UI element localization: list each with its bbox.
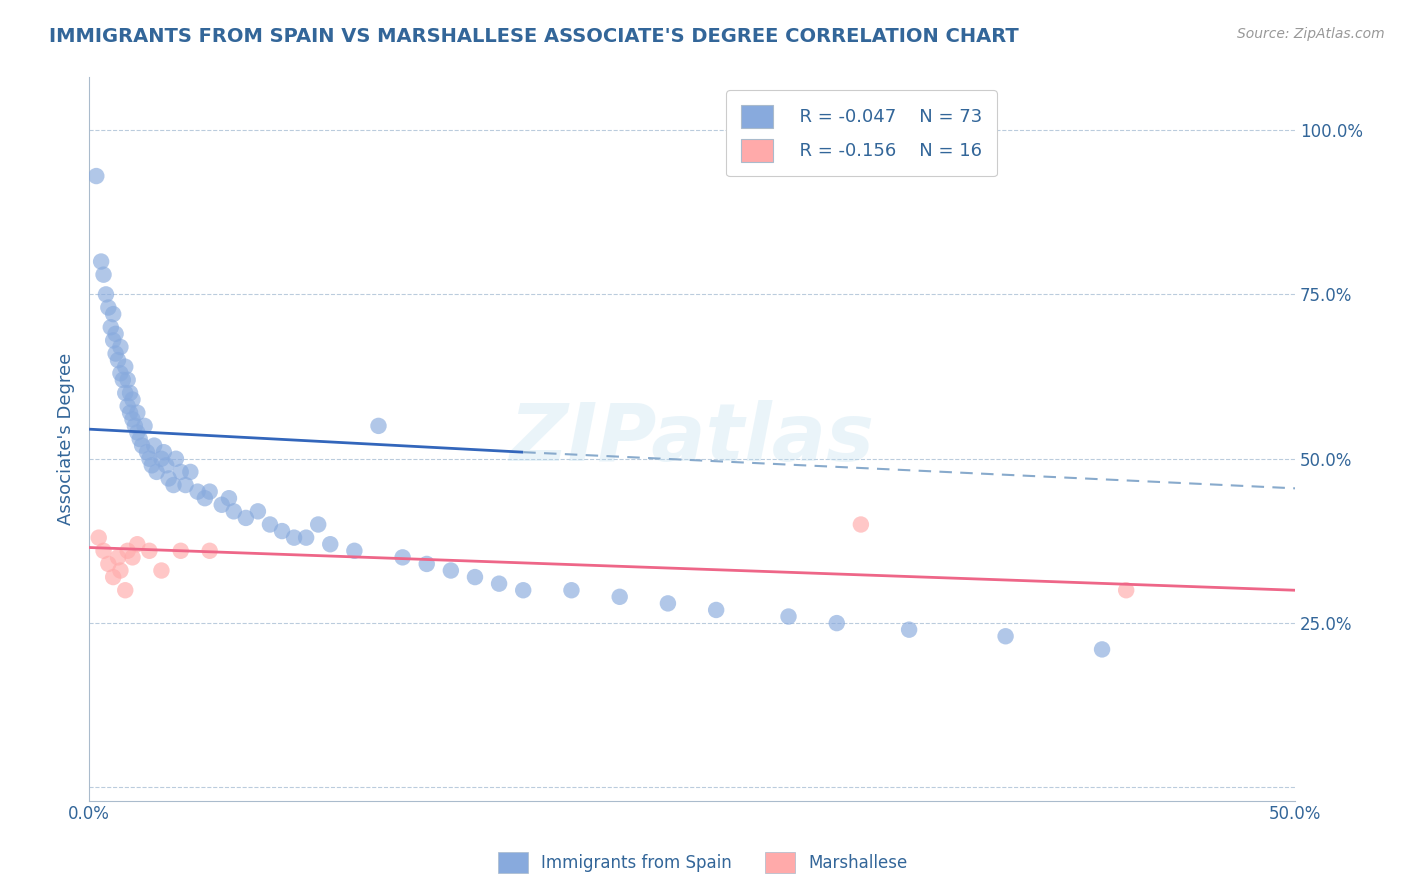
Point <box>84 169 107 183</box>
Text: Source: ZipAtlas.com: Source: ZipAtlas.com <box>1237 27 1385 41</box>
Point <box>150 451 173 466</box>
Point <box>488 576 510 591</box>
Point <box>165 451 187 466</box>
Point <box>117 399 139 413</box>
Point <box>100 320 122 334</box>
Point <box>246 504 269 518</box>
Point <box>560 583 582 598</box>
Legend:   R = -0.047    N = 73,   R = -0.156    N = 16: R = -0.047 N = 73, R = -0.156 N = 16 <box>727 90 997 177</box>
Point <box>110 564 132 578</box>
Point <box>143 439 166 453</box>
Point <box>103 570 125 584</box>
Point <box>127 537 149 551</box>
Point <box>162 478 184 492</box>
Point <box>104 346 127 360</box>
Point <box>110 340 132 354</box>
Point <box>117 543 139 558</box>
Point <box>153 445 176 459</box>
Point <box>94 287 117 301</box>
Point <box>111 373 134 387</box>
Point <box>121 392 143 407</box>
Point <box>271 524 294 538</box>
Point <box>124 418 146 433</box>
Point <box>609 590 631 604</box>
Point <box>121 550 143 565</box>
Y-axis label: Associate's Degree: Associate's Degree <box>58 353 75 525</box>
Point <box>120 406 142 420</box>
Point <box>138 543 160 558</box>
Legend: Immigrants from Spain, Marshallese: Immigrants from Spain, Marshallese <box>491 846 915 880</box>
Point <box>778 609 800 624</box>
Point <box>235 511 257 525</box>
Point <box>145 465 167 479</box>
Text: ZIPatlas: ZIPatlas <box>509 400 875 478</box>
Point <box>994 629 1017 643</box>
Point <box>319 537 342 551</box>
Point <box>138 451 160 466</box>
Point <box>187 484 209 499</box>
Point <box>849 517 872 532</box>
Point <box>259 517 281 532</box>
Point <box>110 366 132 380</box>
Point <box>367 418 389 433</box>
Point <box>127 425 149 440</box>
Point <box>179 465 201 479</box>
Point <box>343 543 366 558</box>
Point <box>93 543 115 558</box>
Point <box>307 517 329 532</box>
Point <box>440 564 463 578</box>
Point <box>107 353 129 368</box>
Point <box>211 498 233 512</box>
Point <box>93 268 115 282</box>
Point <box>90 254 112 268</box>
Point <box>391 550 413 565</box>
Point <box>155 458 177 473</box>
Point <box>1091 642 1114 657</box>
Point <box>194 491 217 506</box>
Point <box>157 471 180 485</box>
Point <box>107 550 129 565</box>
Point <box>825 616 848 631</box>
Point <box>222 504 245 518</box>
Point <box>103 334 125 348</box>
Point <box>128 432 150 446</box>
Point <box>117 373 139 387</box>
Point <box>464 570 486 584</box>
Point <box>114 359 136 374</box>
Point <box>104 326 127 341</box>
Point <box>170 543 193 558</box>
Point <box>174 478 197 492</box>
Point <box>1115 583 1137 598</box>
Point <box>170 465 193 479</box>
Point <box>283 531 305 545</box>
Point <box>114 583 136 598</box>
Text: IMMIGRANTS FROM SPAIN VS MARSHALLESE ASSOCIATE'S DEGREE CORRELATION CHART: IMMIGRANTS FROM SPAIN VS MARSHALLESE ASS… <box>49 27 1019 45</box>
Point <box>657 596 679 610</box>
Point <box>150 564 173 578</box>
Point <box>131 439 153 453</box>
Point <box>218 491 240 506</box>
Point <box>295 531 318 545</box>
Point <box>198 543 221 558</box>
Point <box>114 386 136 401</box>
Point <box>704 603 727 617</box>
Point <box>134 418 156 433</box>
Point <box>97 301 120 315</box>
Point <box>136 445 159 459</box>
Point <box>87 531 110 545</box>
Point <box>898 623 921 637</box>
Point <box>120 386 142 401</box>
Point <box>121 412 143 426</box>
Point <box>198 484 221 499</box>
Point <box>141 458 163 473</box>
Point <box>416 557 439 571</box>
Point <box>103 307 125 321</box>
Point <box>97 557 120 571</box>
Point <box>512 583 534 598</box>
Point <box>127 406 149 420</box>
